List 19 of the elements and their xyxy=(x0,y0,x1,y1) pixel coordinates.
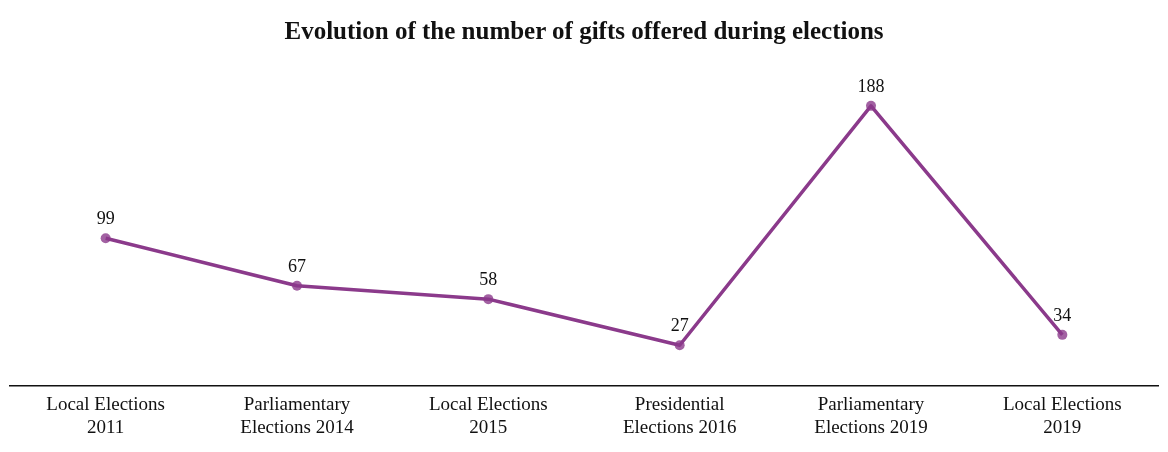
data-label: 27 xyxy=(670,314,689,335)
point xyxy=(674,340,685,351)
data-label: 34 xyxy=(1053,304,1072,325)
chart-title: Evolution of the number of gifts offered during elections xyxy=(284,17,884,45)
x-tick-label: Presidential Elections 2016 xyxy=(622,392,737,437)
x-tick-label: Local Elections 2011 xyxy=(46,392,166,437)
x-tick-label: Local Elections 2015 xyxy=(428,392,548,437)
point xyxy=(100,233,111,244)
data-label: 58 xyxy=(479,268,498,289)
point xyxy=(866,100,876,111)
point xyxy=(1057,329,1068,340)
x-tick-label: Parliamentary Elections 2014 xyxy=(240,392,355,437)
data-label: 99 xyxy=(96,207,115,228)
point xyxy=(292,280,302,291)
x-tick-label: Local Elections 2019 xyxy=(1002,392,1122,437)
data-label: 67 xyxy=(288,255,306,276)
x-tick-label: Parliamentary Elections 2019 xyxy=(814,392,928,437)
point xyxy=(483,294,494,305)
data-label: 188 xyxy=(857,75,885,96)
